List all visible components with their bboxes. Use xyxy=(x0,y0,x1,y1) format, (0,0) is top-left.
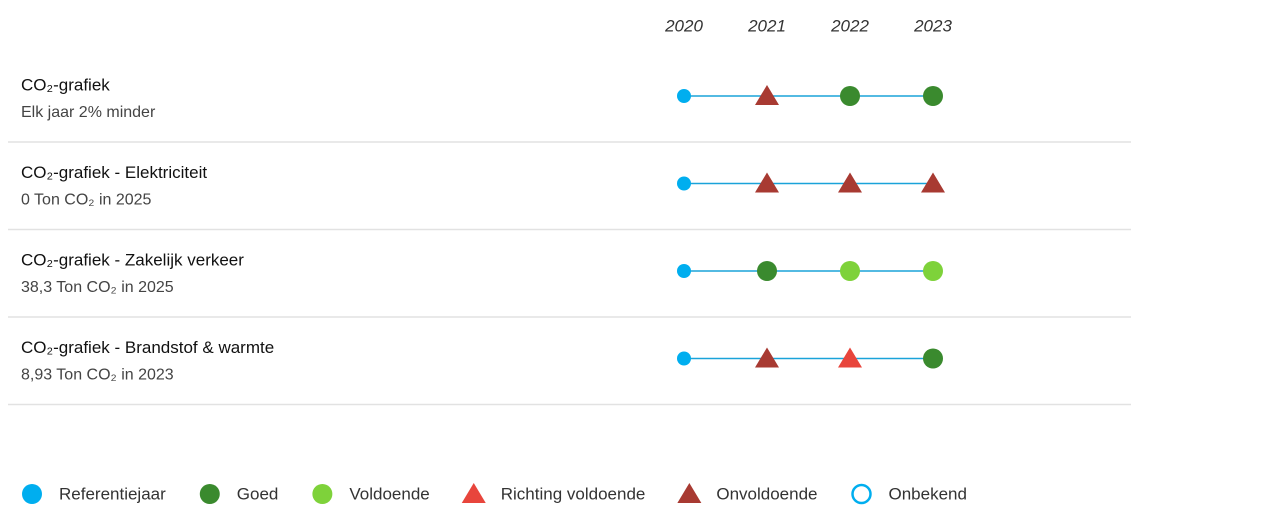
legend-label: Richting voldoende xyxy=(501,484,646,503)
status-marker xyxy=(755,172,779,193)
status-marker xyxy=(923,86,943,106)
status-marker xyxy=(677,264,691,278)
legend-label: Onvoldoende xyxy=(716,484,817,503)
legend-marker xyxy=(22,484,42,504)
status-marker xyxy=(921,172,945,193)
legend-marker xyxy=(461,483,486,503)
status-marker xyxy=(838,347,862,368)
legend-marker xyxy=(851,483,872,505)
status-marker xyxy=(838,172,862,193)
legend-marker xyxy=(312,484,333,504)
row-title: CO₂-grafiek - Zakelijk verkeer xyxy=(21,250,244,269)
row-title: CO₂-grafiek - Elektriciteit xyxy=(21,163,207,182)
legend-label: Referentiejaar xyxy=(59,484,166,503)
row-title: CO₂-grafiek xyxy=(21,75,110,94)
status-marker xyxy=(677,89,691,103)
status-marker xyxy=(923,348,943,369)
row-subtitle: 0 Ton CO₂ in 2025 xyxy=(21,192,152,209)
legend-label: Voldoende xyxy=(349,484,429,503)
year-label: 2021 xyxy=(747,16,786,35)
status-marker xyxy=(677,351,691,366)
year-label: 2023 xyxy=(913,16,952,35)
year-label: 2020 xyxy=(664,16,703,35)
legend-marker xyxy=(677,483,702,503)
status-marker xyxy=(840,261,860,281)
legend-label: Goed xyxy=(237,484,279,503)
status-marker xyxy=(840,86,860,106)
status-marker xyxy=(923,261,943,281)
status-marker xyxy=(755,347,779,368)
status-marker xyxy=(757,261,777,281)
status-marker xyxy=(755,85,779,105)
legend-label: Onbekend xyxy=(889,484,967,503)
year-label: 2022 xyxy=(830,16,869,35)
row-subtitle: 8,93 Ton CO₂ in 2023 xyxy=(21,367,174,384)
row-subtitle: Elk jaar 2% minder xyxy=(21,104,156,121)
row-title: CO₂-grafiek - Brandstof & warmte xyxy=(21,338,274,357)
row-subtitle: 38,3 Ton CO₂ in 2025 xyxy=(21,279,174,296)
legend-marker xyxy=(199,484,220,504)
status-marker xyxy=(677,176,691,191)
